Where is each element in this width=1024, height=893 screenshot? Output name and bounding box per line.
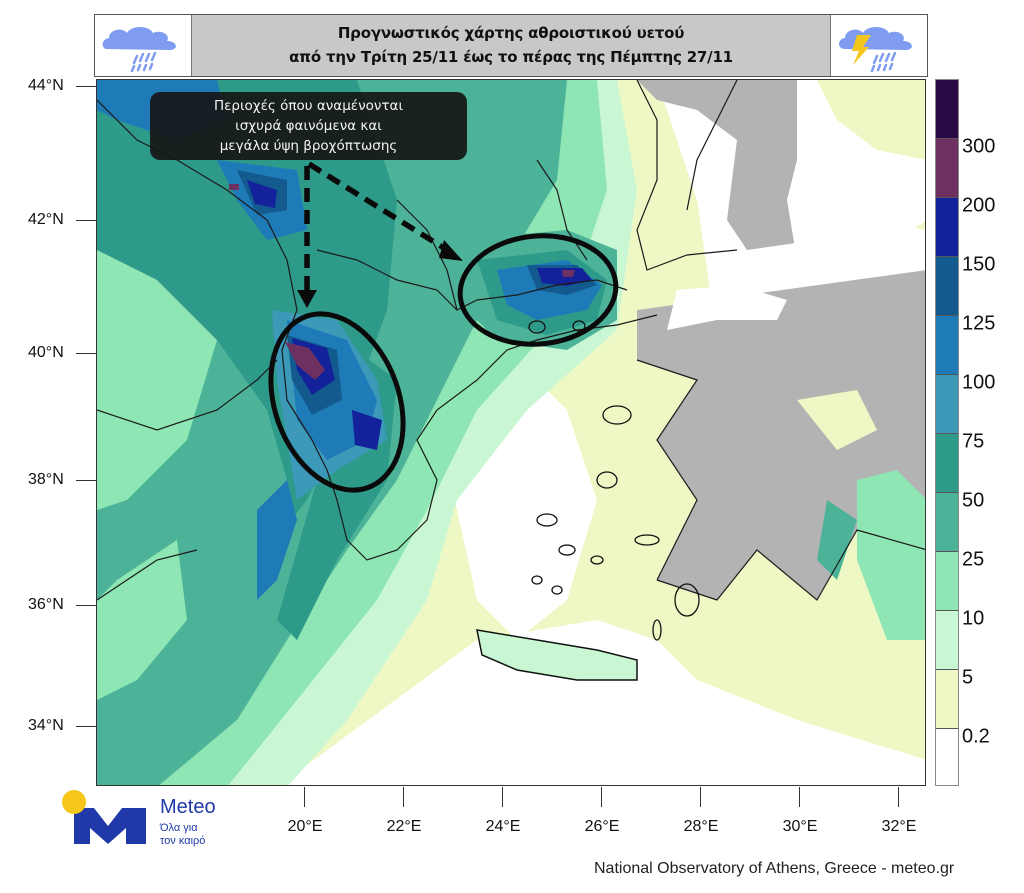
legend-swatch [936,139,958,198]
y-tick-label: 42°N [28,211,64,228]
x-tick-mark [898,787,899,807]
legend-swatch [936,670,958,729]
logo-tagline-2: τον καιρό [160,835,206,847]
title-line-2: από την Τρίτη 25/11 έως το πέρας της Πέμ… [289,48,733,66]
y-tick-mark [76,480,96,481]
title-line-1: Προγνωστικός χάρτης αθροιστικού υετού [337,24,685,42]
annotation-line-2: ισχυρά φαινόμενα και [235,118,382,134]
meteo-logo[interactable]: Meteo Όλα για τον καιρό [60,790,230,850]
x-tick-label: 30°E [782,818,818,835]
precipitation-field [97,80,925,785]
y-tick-mark [76,726,96,727]
y-tick-mark [76,220,96,221]
y-tick-mark [76,605,96,606]
legend-label: 25 [962,548,985,571]
legend-swatch [936,257,958,316]
x-tick-label: 26°E [584,818,620,835]
legend-label: 200 [962,194,996,217]
x-tick-label: 28°E [683,818,719,835]
y-tick-mark [76,353,96,354]
x-tick-mark [799,787,800,807]
page-title: Προγνωστικός χάρτης αθροιστικού υετού απ… [191,21,831,69]
legend-swatch [936,375,958,434]
y-tick-label: 38°N [28,471,64,488]
legend-label: 300 [962,135,996,158]
legend-swatch [936,434,958,493]
legend-swatch [936,316,958,375]
logo-brand: Meteo [160,796,216,818]
y-tick-mark [76,86,96,87]
annotation-callout: Περιοχές όπου αναμένονται ισχυρά φαινόμε… [150,92,467,160]
legend-swatch [936,198,958,257]
logo-tagline-1: Όλα για [160,822,198,834]
x-tick-label: 32°E [881,818,917,835]
legend-label: 5 [962,666,974,689]
x-tick-mark [502,787,503,807]
legend-label: 125 [962,312,996,335]
x-tick-label: 20°E [287,818,323,835]
x-tick-mark [601,787,602,807]
legend-swatch [936,493,958,552]
annotation-line-3: μεγάλα ύψη βροχόπτωσης [219,138,398,154]
precipitation-map[interactable] [96,79,926,786]
x-tick-mark [304,787,305,807]
meteo-m-logo-icon [62,790,146,844]
callout-arrows [304,161,449,290]
thunderstorm-cloud-icon [839,27,912,73]
legend-label: 75 [962,430,985,453]
footer-credit: National Observatory of Athens, Greece -… [594,860,955,877]
rain-cloud-icon-box [95,15,192,76]
x-tick-mark [403,787,404,807]
highlight-ellipse-northeast [457,233,619,347]
y-tick-label: 36°N [28,596,64,613]
legend-label: 50 [962,489,985,512]
highlight-ellipse-west [268,311,406,493]
y-tick-label: 44°N [28,77,64,94]
map-header: Προγνωστικός χάρτης αθροιστικού υετού απ… [94,14,928,77]
legend-swatch [936,552,958,611]
legend-label: 10 [962,607,985,630]
legend-swatch [936,611,958,670]
x-tick-label: 24°E [485,818,521,835]
x-tick-label: 22°E [386,818,422,835]
legend-label: 0.2 [962,725,990,748]
legend-label: 100 [962,371,996,394]
x-tick-mark [700,787,701,807]
annotation-line-1: Περιοχές όπου αναμένονται [213,98,404,114]
y-tick-label: 34°N [28,717,64,734]
legend-swatch [936,80,958,139]
legend-swatch [936,729,958,785]
y-tick-label: 40°N [28,344,64,361]
rain-cloud-icon [102,27,176,73]
colorbar-legend [935,79,959,786]
thunderstorm-icon-box [830,15,927,76]
legend-label: 150 [962,253,996,276]
